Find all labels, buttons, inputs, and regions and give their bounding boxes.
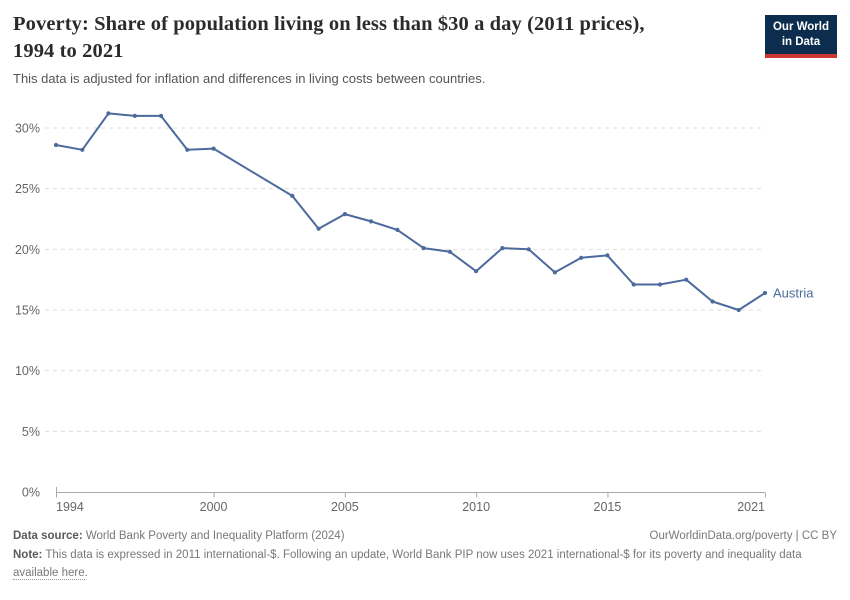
footer-note: Note: This data is expressed in 2011 int…	[13, 547, 805, 582]
x-tick-label: 1994	[56, 500, 84, 514]
y-tick-label: 20%	[15, 243, 40, 257]
page-title: Poverty: Share of population living on l…	[13, 13, 645, 63]
y-tick-label: 30%	[15, 122, 40, 136]
y-tick-label: 10%	[15, 364, 40, 378]
y-tick-label: 5%	[22, 425, 40, 439]
data-source-text: World Bank Poverty and Inequality Platfo…	[82, 530, 345, 542]
chart-subtitle: This data is adjusted for inflation and …	[13, 71, 486, 86]
note-label: Note:	[13, 549, 43, 562]
y-tick-label: 15%	[15, 304, 40, 318]
y-gridlines	[45, 127, 765, 432]
owid-logo: Our World in Data	[764, 15, 837, 58]
data-source-label: Data source:	[13, 530, 83, 542]
data-source: Data source: World Bank Poverty and Ineq…	[13, 528, 345, 545]
data-point-markers	[53, 111, 768, 313]
y-axis-labels: 0% 5% 10% 15% 20% 25% 30%	[15, 122, 40, 500]
y-tick-label: 25%	[15, 182, 40, 196]
x-tick-label: 2021	[737, 500, 765, 514]
owid-logo-line1: Our World	[772, 21, 829, 33]
x-tick-label: 2005	[331, 500, 359, 514]
x-axis-labels: 1994 2000 2005 2010 2015 2021	[56, 500, 765, 514]
x-tick-label: 2010	[462, 500, 490, 514]
x-tick-label: 2000	[200, 500, 228, 514]
x-tick-label: 2015	[594, 500, 622, 514]
rights-attribution: OurWorldinData.org/poverty | CC BY	[649, 530, 837, 542]
series-label-austria: Austria	[773, 286, 814, 301]
chart-footer: Data source: World Bank Poverty and Ineq…	[13, 528, 837, 582]
note-period: .	[84, 566, 88, 579]
line-series-austria	[55, 112, 766, 311]
y-tick-label: 0%	[22, 486, 40, 500]
note-text: This data is expressed in 2011 internati…	[42, 549, 802, 562]
available-here-link[interactable]: available here	[13, 566, 85, 580]
x-axis	[56, 487, 766, 498]
owid-logo-line2: in Data	[781, 35, 821, 48]
